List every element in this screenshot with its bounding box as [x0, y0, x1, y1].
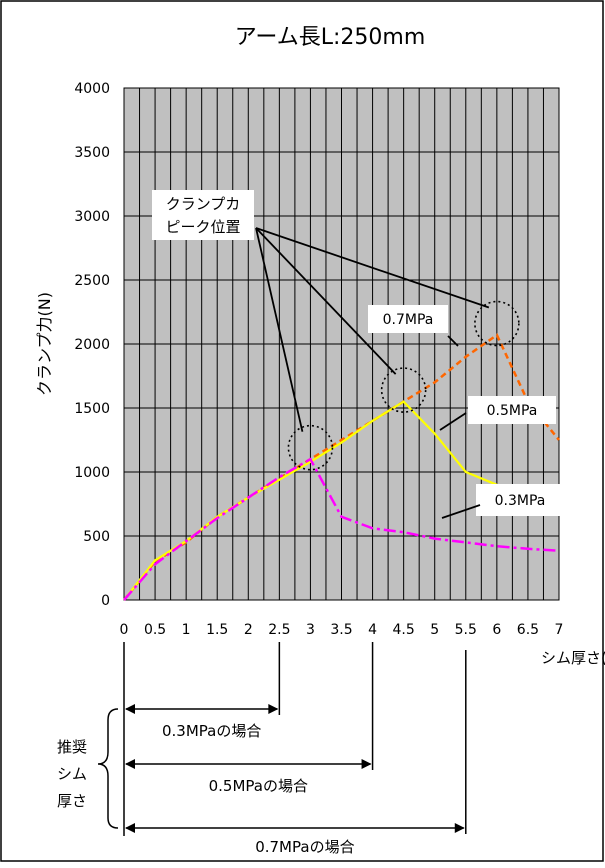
rec-side-label: 推奨 — [57, 738, 87, 756]
peak-marker-circle — [474, 300, 520, 347]
leader-lines — [255, 227, 490, 519]
rec-side-label: シム — [57, 765, 87, 783]
y-tick-labels: 0 500 1000 1500 2000 2500 3000 3500 4000 — [74, 81, 110, 609]
x-tick-label: 3.5 — [330, 622, 352, 638]
x-tick-label: 1 — [182, 622, 191, 638]
rec-arrowhead-right — [454, 823, 465, 833]
label-05: 0.5MPa — [487, 403, 538, 419]
label-03-box — [476, 484, 564, 516]
series-line-07mpa — [123, 333, 560, 601]
peak-label-line1: クランプカ — [166, 195, 241, 213]
rec-arrowhead-right — [268, 704, 279, 714]
label-03: 0.3MPa — [495, 493, 546, 509]
y-tick-label: 2000 — [74, 337, 110, 353]
peak-label-box — [152, 190, 254, 240]
x-tick-label: 7 — [555, 622, 564, 638]
rec-arrowhead-left — [125, 759, 135, 769]
x-tick-label: 2.5 — [268, 622, 290, 638]
label-07-leader — [447, 335, 459, 347]
x-tick-label: 4.5 — [393, 622, 415, 638]
rec-brace — [97, 708, 119, 829]
label-05-box — [468, 396, 556, 424]
rec-range-label: 0.3MPaの場合 — [162, 722, 261, 740]
label-07: 0.7MPa — [383, 312, 434, 328]
y-tick-label: 2500 — [74, 273, 110, 289]
x-tick-label: 5.5 — [455, 622, 477, 638]
y-tick-label: 3000 — [74, 209, 110, 225]
y-tick-label: 4000 — [74, 81, 110, 97]
peak-leader-line — [255, 227, 490, 309]
y-tick-label: 500 — [83, 529, 110, 545]
grid — [123, 87, 560, 601]
x-tick-label: 1.5 — [206, 622, 228, 638]
series-line-03mpa — [123, 457, 560, 601]
x-tick-labels: 0 0.5 1 1.5 2 2.5 3 3.5 4 4.5 5 5.5 6 6.5 7 — [120, 622, 564, 638]
x-tick-label: 0.5 — [144, 622, 166, 638]
rec-side-label: 厚さ — [57, 792, 87, 810]
peak-leader-line — [255, 227, 397, 375]
rec-range-label: 0.7MPaの場合 — [255, 838, 354, 856]
x-tick-label: 5 — [430, 622, 439, 638]
x-tick-label: 3 — [306, 622, 315, 638]
rec-arrowhead-left — [125, 823, 135, 833]
label-05-leader — [439, 412, 467, 431]
peak-label-line2: ピーク位置 — [165, 218, 240, 236]
x-tick-label: 6 — [492, 622, 501, 638]
y-axis-label: クランプ力(N) — [35, 292, 54, 396]
peak-markers — [287, 300, 520, 471]
label-03-leader — [441, 504, 481, 519]
rec-arrowhead-right — [361, 759, 372, 769]
y-tick-label: 1500 — [74, 401, 110, 417]
x-tick-label: 0 — [120, 622, 129, 638]
peak-leader-line — [255, 227, 304, 432]
peak-marker-circle — [287, 424, 334, 471]
label-07-box — [368, 305, 448, 333]
chart-title: アーム長L:250mm — [235, 25, 426, 50]
x-axis-label: シム厚さ(mm) — [541, 649, 605, 667]
peak-marker-circle — [380, 367, 427, 413]
x-tick-label: 4 — [368, 622, 377, 638]
x-tick-label: 2 — [244, 622, 253, 638]
x-tick-label: 6.5 — [517, 622, 539, 638]
rec-range-label: 0.5MPaの場合 — [209, 777, 308, 795]
callouts: クランプカ ピーク位置 0.7MPa 0.5MPa 0.3MPa — [152, 190, 564, 516]
y-tick-label: 3500 — [74, 145, 110, 161]
y-tick-label: 1000 — [74, 465, 110, 481]
series-lines — [123, 333, 560, 601]
y-tick-label: 0 — [101, 593, 110, 609]
rec-arrowhead-left — [125, 704, 135, 714]
